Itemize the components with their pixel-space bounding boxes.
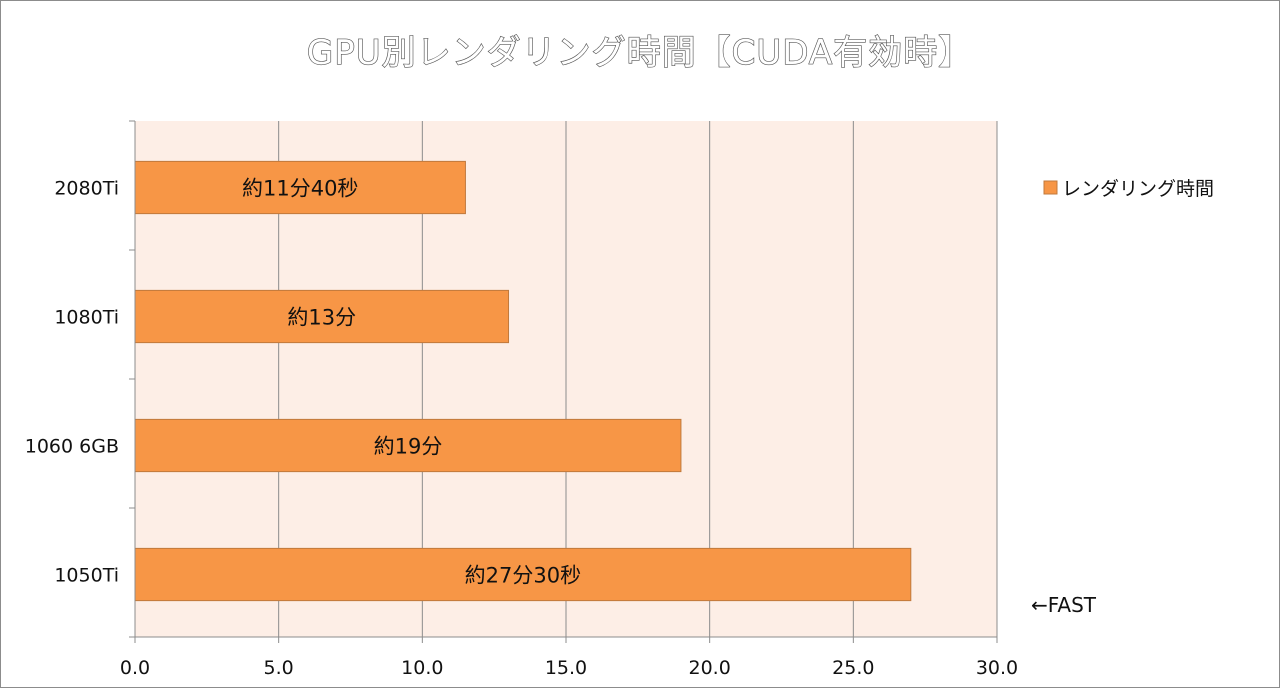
x-tick-label: 5.0 [264, 657, 294, 679]
bar [134, 160, 466, 215]
category-label: 1060 6GB [25, 436, 119, 458]
x-tick-label: 30.0 [976, 657, 1018, 679]
x-tick-label: 20.0 [689, 657, 731, 679]
x-tick-label: 15.0 [545, 657, 587, 679]
x-tick-label: 10.0 [401, 657, 443, 679]
bar [134, 418, 682, 473]
bar [134, 547, 912, 602]
legend-label: レンダリング時間 [1062, 178, 1214, 200]
x-tick-label: 25.0 [832, 657, 874, 679]
category-label: 1080Ti [54, 307, 119, 329]
data-label: 約13分 [287, 306, 356, 330]
bar [134, 289, 510, 344]
category-label: 1050Ti [54, 565, 119, 587]
data-label: 約11分40秒 [242, 177, 358, 201]
legend-swatch [1043, 180, 1058, 195]
data-label: 約19分 [374, 435, 443, 459]
chart-title: GPU別レンダリング時間【CUDA有効時】 [307, 33, 973, 73]
category-label: 2080Ti [54, 178, 119, 200]
x-tick-label: 0.0 [120, 657, 150, 679]
data-label: 約27分30秒 [465, 564, 581, 588]
fast-annotation: ←FAST [1031, 593, 1097, 617]
